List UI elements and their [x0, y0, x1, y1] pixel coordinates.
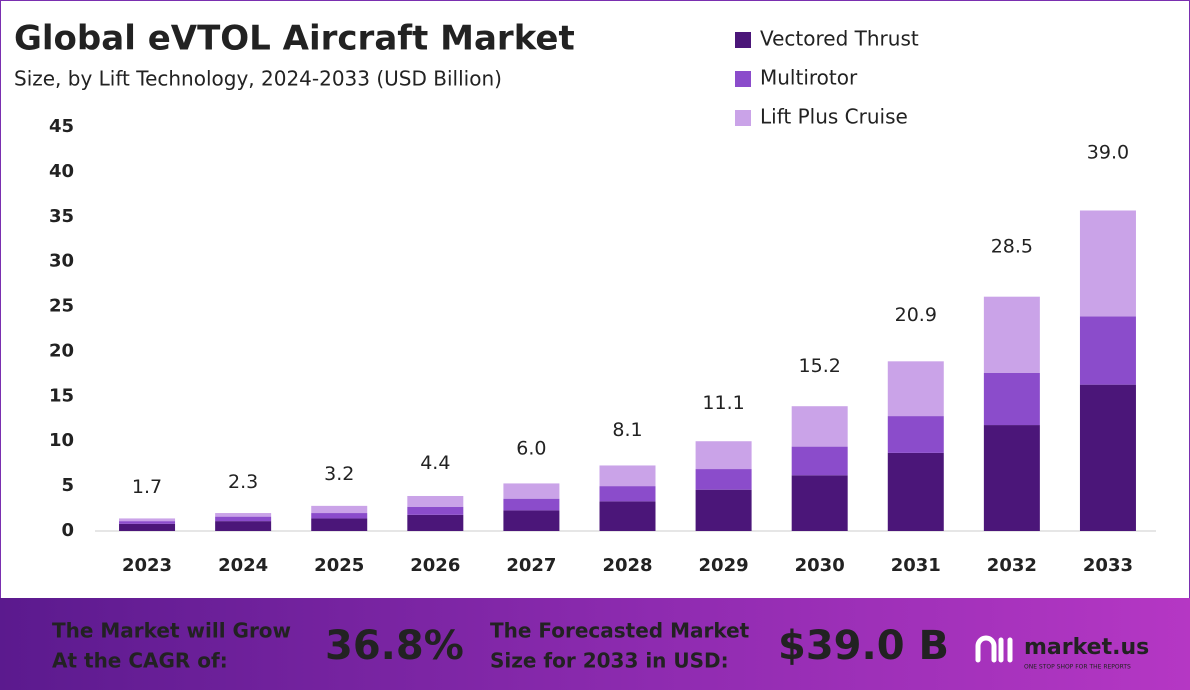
forecast-text: The Forecasted Market: [490, 619, 750, 643]
legend-label: Multirotor: [760, 66, 858, 90]
bar-segment: [119, 521, 176, 524]
total-label: 6.0: [516, 438, 546, 460]
x-tick-label: 2027: [506, 555, 556, 576]
x-tick-label: 2032: [987, 555, 1037, 576]
chart-title: Global eVTOL Aircraft Market: [14, 19, 575, 59]
forecast-text: Size for 2033 in USD:: [490, 649, 729, 673]
tagline: ONE STOP SHOP FOR THE REPORTS: [1024, 664, 1131, 671]
bar-segment: [311, 505, 368, 514]
bar-segment: [983, 425, 1040, 531]
bar-segment: [119, 523, 176, 531]
legend-label: Lift Plus Cruise: [760, 105, 908, 129]
bar-segment: [407, 495, 464, 507]
x-tick-label: 2030: [795, 555, 845, 576]
bar-segment: [407, 514, 464, 531]
bar-segment: [887, 361, 944, 417]
y-tick-label: 35: [49, 206, 74, 227]
cagr-text: At the CAGR of:: [52, 649, 228, 673]
brand-logo: [975, 635, 1013, 663]
bar-segment: [215, 516, 272, 522]
legend-swatch: [735, 110, 751, 126]
bar-segment: [791, 406, 848, 447]
bar-segment: [503, 510, 560, 531]
total-label: 4.4: [420, 452, 450, 474]
total-label: 39.0: [1087, 141, 1129, 163]
total-label: 2.3: [228, 471, 258, 493]
bar-segment: [695, 441, 752, 470]
y-tick-label: 5: [61, 475, 74, 496]
bar-segment: [695, 469, 752, 490]
x-tick-label: 2028: [602, 555, 652, 576]
bar-segment: [983, 296, 1040, 373]
total-label: 8.1: [612, 419, 642, 441]
y-tick-label: 25: [49, 296, 74, 317]
bar-segment: [1079, 384, 1136, 531]
x-tick-label: 2033: [1083, 555, 1133, 576]
bar-segment: [311, 513, 368, 519]
legend-label: Vectored Thrust: [760, 27, 919, 51]
y-tick-label: 45: [49, 116, 74, 137]
cagr-text: The Market will Grow: [52, 619, 291, 643]
x-tick-label: 2026: [410, 555, 460, 576]
bar-segment: [887, 416, 944, 453]
bar-segment: [983, 372, 1040, 426]
legend-swatch: [735, 32, 751, 48]
y-tick-label: 0: [61, 520, 74, 541]
bar-segment: [119, 518, 176, 522]
legend-swatch: [735, 71, 751, 87]
bar-segment: [599, 501, 656, 531]
bar-segment: [215, 521, 272, 531]
bar-segment: [887, 452, 944, 531]
y-tick-label: 40: [49, 161, 74, 182]
x-tick-label: 2025: [314, 555, 364, 576]
bar-segment: [407, 506, 464, 515]
total-label: 11.1: [702, 392, 744, 414]
bar-segment: [503, 483, 560, 499]
bar-segment: [791, 475, 848, 531]
bar-segment: [215, 513, 272, 517]
bar-segment: [503, 498, 560, 511]
bar-segment: [695, 489, 752, 531]
total-label: 15.2: [799, 355, 841, 377]
total-label: 1.7: [132, 476, 162, 498]
x-tick-label: 2031: [891, 555, 941, 576]
bar-segment: [1079, 210, 1136, 317]
bar-segment: [599, 486, 656, 502]
brand: market.us: [1024, 635, 1149, 660]
forecast-value: $39.0 B: [778, 623, 949, 669]
cagr-value: 36.8%: [325, 623, 464, 669]
bar-segment: [1079, 316, 1136, 385]
y-tick-label: 15: [49, 385, 74, 406]
bar-segment: [791, 446, 848, 476]
total-label: 28.5: [991, 236, 1033, 258]
bar-segment: [311, 518, 368, 531]
x-tick-label: 2023: [122, 555, 172, 576]
x-tick-label: 2024: [218, 555, 268, 576]
total-label: 3.2: [324, 463, 354, 485]
y-tick-label: 20: [49, 340, 74, 361]
chart-subtitle: Size, by Lift Technology, 2024-2033 (USD…: [14, 67, 502, 91]
y-tick-label: 30: [49, 251, 74, 272]
total-label: 20.9: [895, 304, 937, 326]
bar-segment: [599, 465, 656, 487]
x-tick-label: 2029: [699, 555, 749, 576]
y-tick-label: 10: [49, 430, 74, 451]
